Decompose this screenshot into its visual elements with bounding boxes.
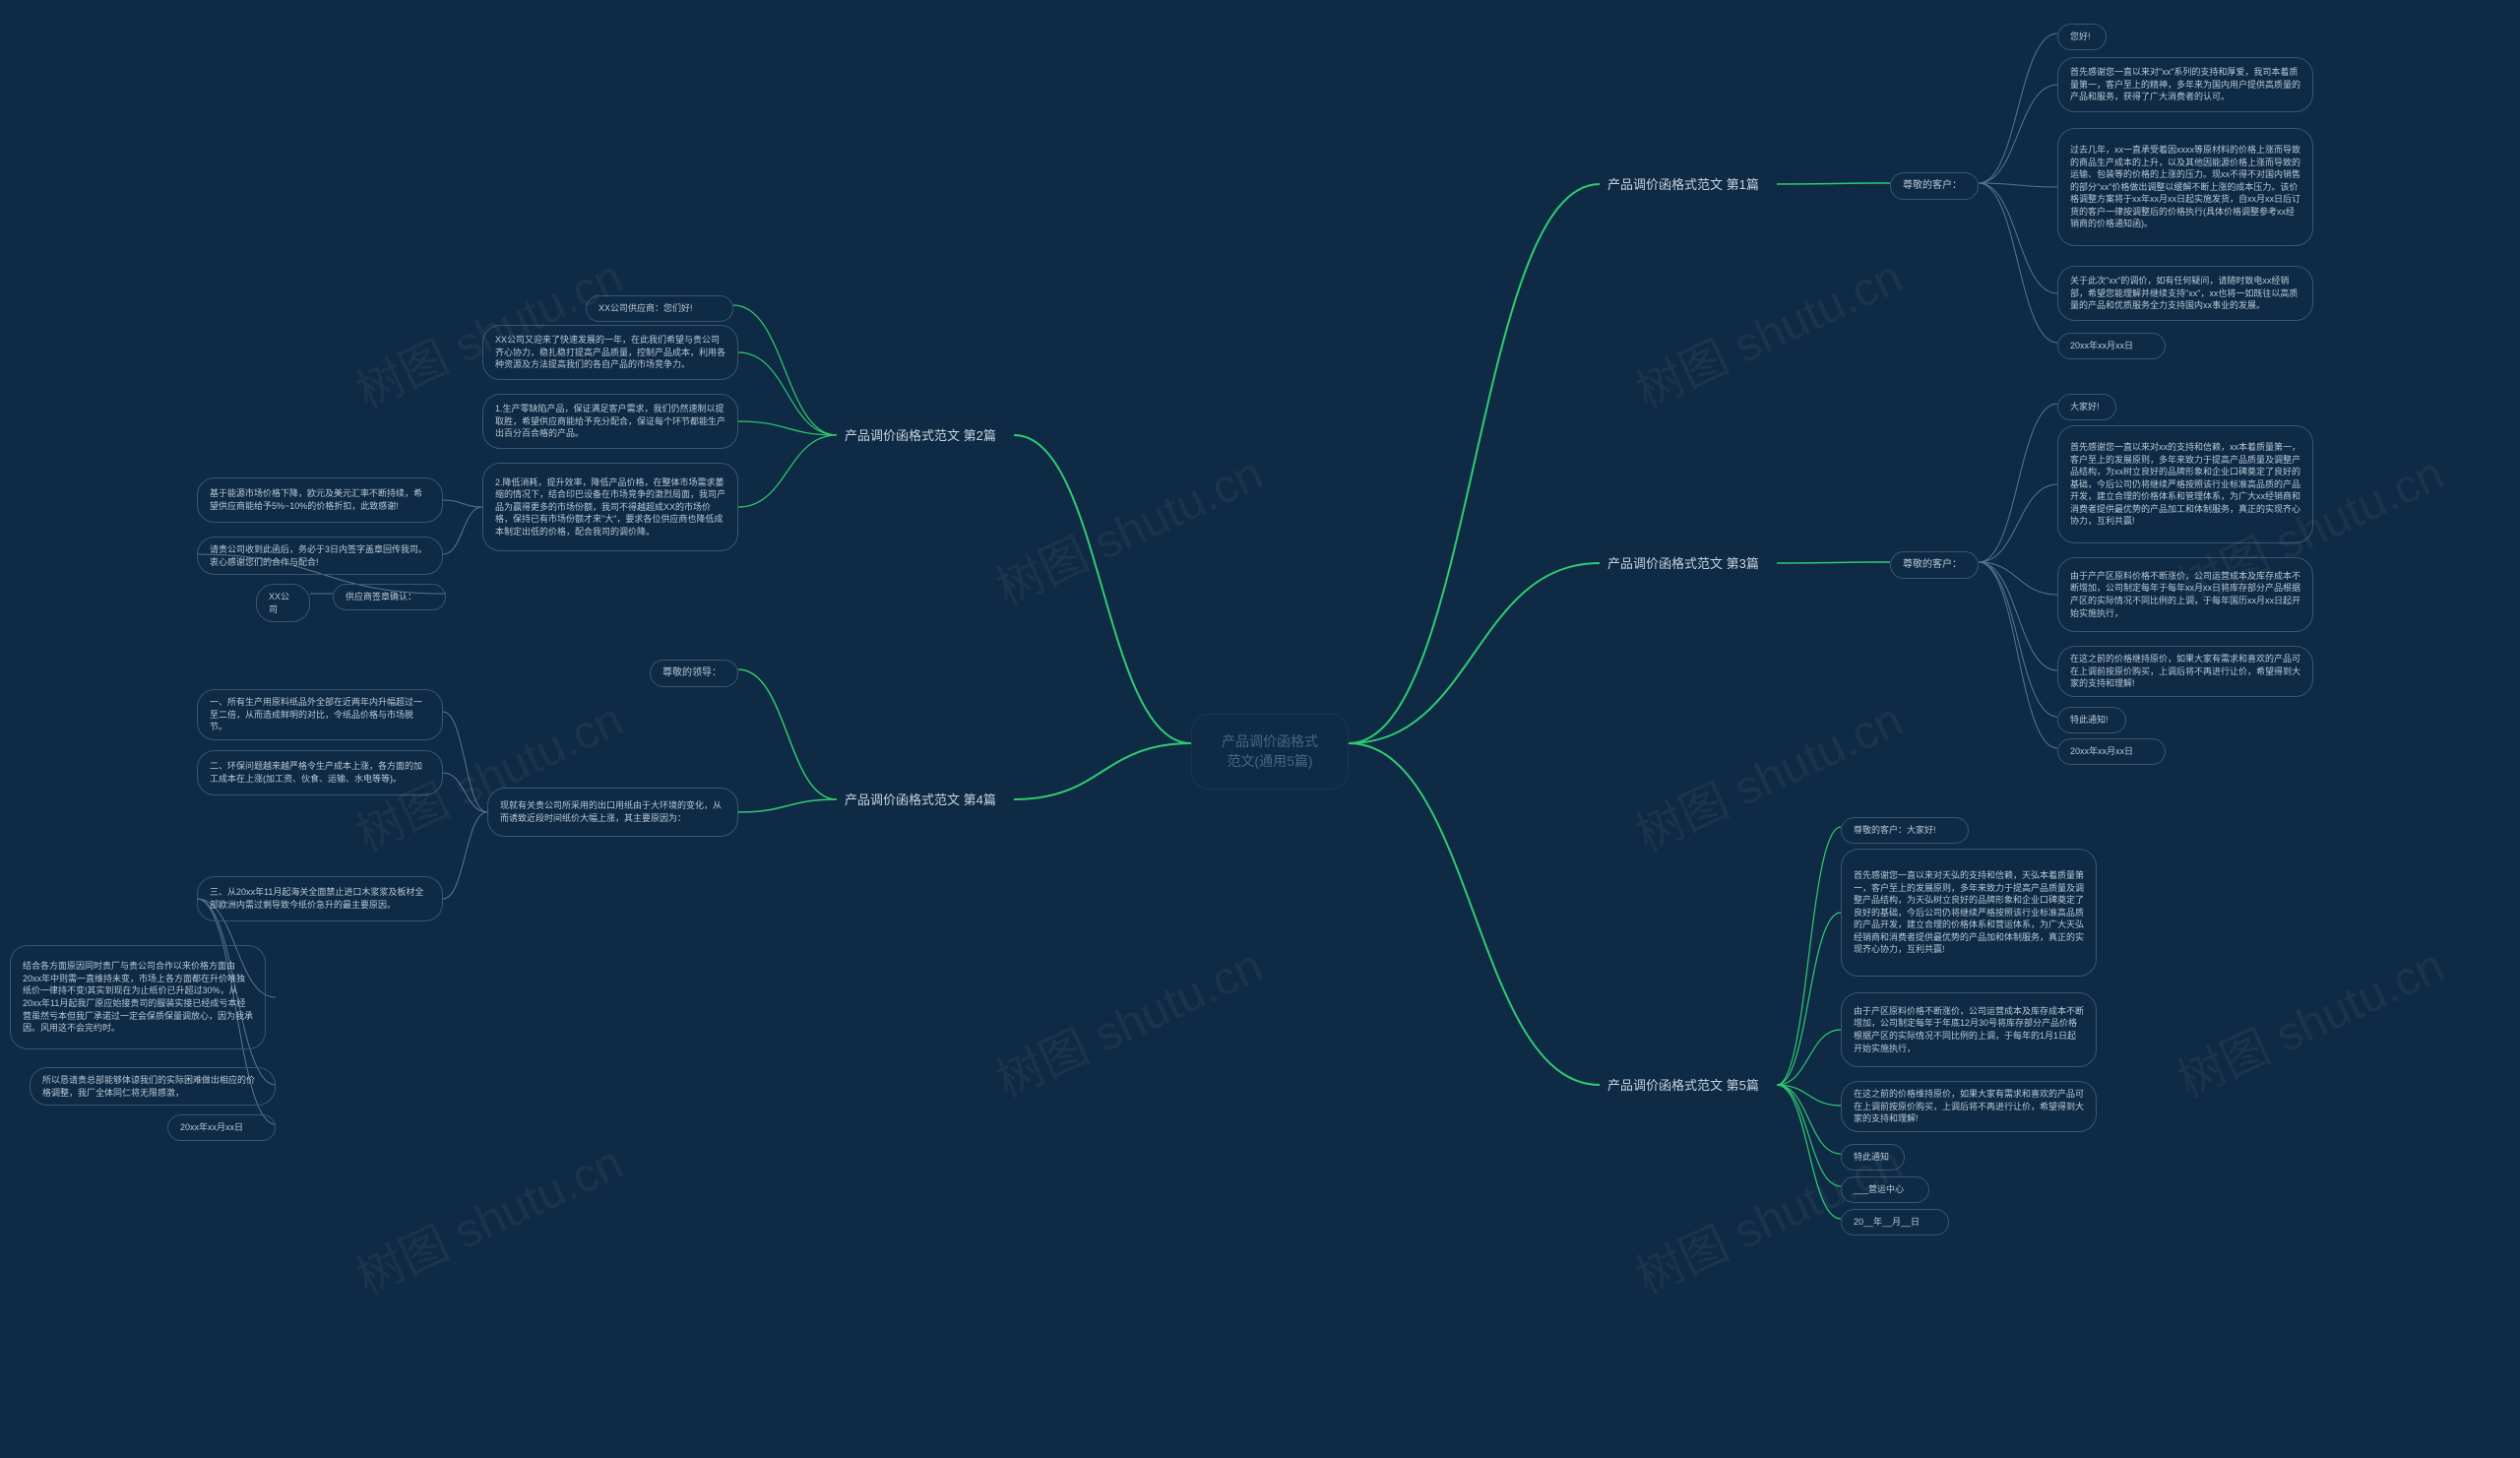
branch-b4: 产品调价函格式范文 第4篇 — [837, 788, 1014, 813]
mid-b4: 现就有关贵公司所采用的出口用纸由于大环境的变化，从而诱致近段时间纸价大幅上涨，其… — [487, 788, 738, 837]
watermark: 树图 shutu.cn — [344, 1124, 632, 1307]
leaf-b3-1: 首先感谢您一直以来对xx的支持和信赖，xx本着质量第一，客户至上的发展原则，多年… — [2057, 425, 2313, 543]
watermark: 树图 shutu.cn — [983, 435, 1272, 618]
leaf-b5-6: 20__年__月__日 — [1841, 1209, 1949, 1236]
sub-b3: 尊敬的客户： — [1890, 551, 1979, 579]
watermark: 树图 shutu.cn — [2165, 927, 2453, 1110]
center-node: 产品调价函格式范文(通用5篇) — [1191, 714, 1349, 790]
leaf-b2-5: 请贵公司收到此函后，务必于3日内签字盖章回传我司。衷心感谢您们的合作与配合! — [197, 537, 443, 575]
leaf-b2-2: 1.生产零缺陷产品，保证满足客户需求，我们仍然速制以提取胜，希望供应商能给予充分… — [482, 394, 738, 449]
leaf-b3-4: 特此通知! — [2057, 707, 2126, 733]
leaf-b2-3: 2.降低消耗，提升效率，降低产品价格，在整体市场需求萎缩的情况下，结合印巴设备在… — [482, 463, 738, 551]
leaf-b5-0: 尊敬的客户：大家好! — [1841, 817, 1969, 844]
watermark: 树图 shutu.cn — [1623, 238, 1912, 421]
leaf-b3-2: 由于产产区原料价格不断涨价，公司运营成本及库存成本不断增加，公司制定每年于每年x… — [2057, 557, 2313, 632]
leaf-b1-0: 您好! — [2057, 24, 2107, 50]
leaf-b5-3: 在这之前的价格维持原价，如果大家有需求和喜欢的产品可在上调前按原价购买，上调后将… — [1841, 1081, 2097, 1132]
dleaf-b4-0: 尊敬的领导： — [650, 660, 738, 687]
deep-b4-1: 所以恳请贵总部能够体谅我们的实际困难做出相应的价格调整，我厂全体同仁将无限感激， — [30, 1067, 276, 1106]
leaf-b5-5: ___营运中心 — [1841, 1176, 1929, 1203]
leaf-b1-4: 20xx年xx月xx日 — [2057, 333, 2166, 359]
leaf-b3-0: 大家好! — [2057, 394, 2116, 420]
leaf-b5-1: 首先感谢您一直以来对天弘的支持和信赖，天弘本着质量第一，客户至上的发展原则，多年… — [1841, 849, 2097, 977]
leaf-b5-2: 由于产区原料价格不断涨价，公司运营成本及库存成本不断增加，公司制定每年于年底12… — [1841, 992, 2097, 1067]
mleaf-b4-0: 一、所有生产用原料纸品外全部在近两年内升幅超过一至二倍，从而造成鲜明的对比，令纸… — [197, 689, 443, 740]
leaf-b2-4: 基于能源市场价格下降，欧元及美元汇率不断持续，希望供应商能给予5%~10%的价格… — [197, 477, 443, 523]
mleaf-b4-2: 三、从20xx年11月起海关全面禁止进口木浆浆及板材全部欧洲内需过剩导致今纸价急… — [197, 876, 443, 921]
mleaf-b4-1: 二、环保问题越来越严格令生产成本上涨，各方面的加工成本在上涨(加工资、伙食、运输… — [197, 750, 443, 795]
leaf-b1-3: 关于此次"xx"的调价，如有任何疑问，请随时致电xx经销部，希望您能理解并继续支… — [2057, 266, 2313, 321]
leaf-b1-2: 过去几年，xx一直承受着因xxxx等原材料的价格上涨而导致的商品生产成本的上升，… — [2057, 128, 2313, 246]
leaf-b5-4: 特此通知 — [1841, 1144, 1905, 1171]
deep-b4-2: 20xx年xx月xx日 — [167, 1114, 276, 1141]
leaf-b2-7: XX公司 — [256, 584, 310, 622]
deep-b4-0: 结合各方面原因同时贵厂与贵公司合作以来价格方面由20xx年中则需一直维持未变，市… — [10, 945, 266, 1049]
leaf-b2-6: 供应商签章确认： — [333, 584, 446, 610]
leaf-b2-1: XX公司又迎来了快速发展的一年，在此我们希望与贵公司齐心协力，稳扎稳打提高产品质… — [482, 325, 738, 380]
branch-b3: 产品调价函格式范文 第3篇 — [1600, 551, 1777, 577]
leaf-b3-3: 在这之前的价格继持原价，如果大家有需求和喜欢的产品可在上调前按原价购买，上调后将… — [2057, 646, 2313, 697]
sub-b1: 尊敬的客户： — [1890, 172, 1979, 200]
leaf-b3-5: 20xx年xx月xx日 — [2057, 738, 2166, 765]
branch-b5: 产品调价函格式范文 第5篇 — [1600, 1073, 1777, 1099]
watermark: 树图 shutu.cn — [983, 927, 1272, 1110]
leaf-b1-1: 首先感谢您一直以来对"xx"系列的支持和厚爱，我司本着质量第一，客户至上的精神，… — [2057, 57, 2313, 112]
leaf-b2-0: XX公司供应商：您们好! — [586, 295, 733, 322]
branch-b2: 产品调价函格式范文 第2篇 — [837, 423, 1014, 449]
branch-b1: 产品调价函格式范文 第1篇 — [1600, 172, 1777, 198]
